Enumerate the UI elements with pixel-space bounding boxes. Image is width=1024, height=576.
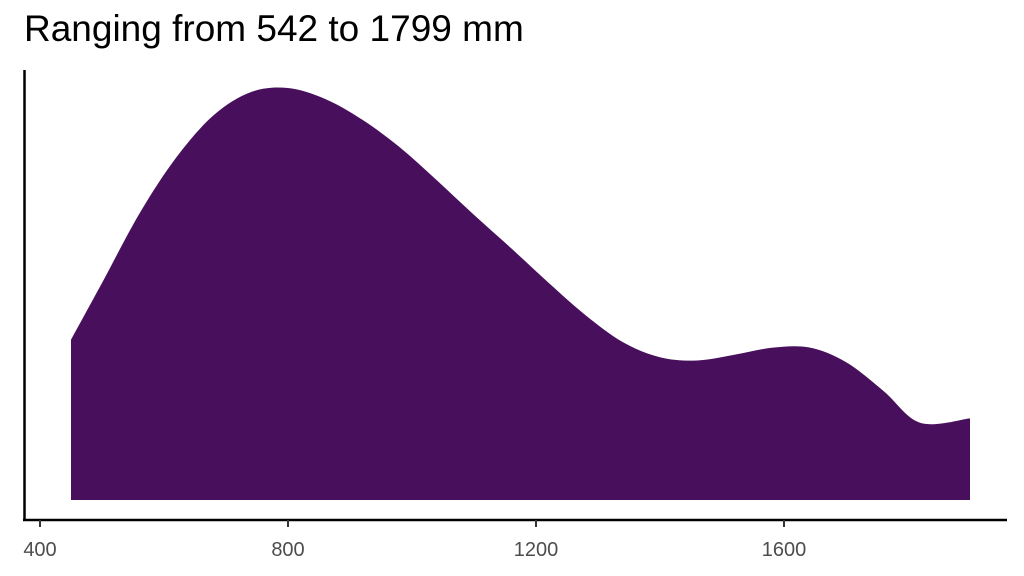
x-tick-label: 1200 (514, 539, 559, 561)
x-tick-label: 1600 (762, 539, 807, 561)
chart-title: Ranging from 542 to 1799 mm (24, 8, 524, 49)
x-axis-ticks: 400 800 1200 1600 (23, 520, 806, 561)
plot-area (71, 87, 970, 500)
x-tick-label: 400 (23, 539, 56, 561)
x-tick-label: 800 (271, 539, 304, 561)
density-area (71, 87, 970, 500)
